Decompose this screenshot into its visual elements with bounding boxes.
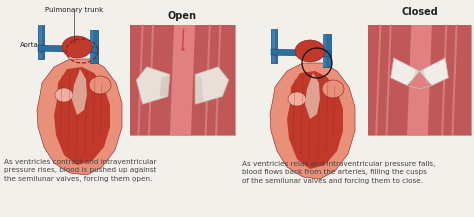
Ellipse shape — [322, 80, 344, 98]
Polygon shape — [419, 58, 448, 85]
Polygon shape — [195, 67, 228, 104]
Polygon shape — [407, 69, 419, 85]
Polygon shape — [54, 67, 110, 165]
Polygon shape — [305, 73, 320, 119]
Polygon shape — [37, 59, 122, 175]
Text: As ventricles relax and intraventricular pressure falls,
blood flows back from t: As ventricles relax and intraventricular… — [242, 161, 436, 184]
Polygon shape — [130, 25, 174, 135]
Polygon shape — [90, 30, 98, 63]
Polygon shape — [323, 34, 331, 67]
Polygon shape — [368, 25, 471, 135]
Polygon shape — [72, 69, 87, 115]
Polygon shape — [407, 25, 432, 135]
Text: Pulmonary trunk: Pulmonary trunk — [45, 7, 103, 13]
Text: Open: Open — [168, 11, 197, 21]
Polygon shape — [272, 29, 275, 63]
Polygon shape — [287, 71, 343, 169]
Polygon shape — [419, 69, 432, 85]
Polygon shape — [428, 25, 471, 135]
Polygon shape — [90, 30, 93, 63]
Circle shape — [182, 48, 184, 51]
Polygon shape — [191, 25, 235, 135]
Polygon shape — [170, 25, 195, 135]
Polygon shape — [195, 74, 203, 104]
Ellipse shape — [288, 92, 306, 106]
Polygon shape — [270, 63, 355, 179]
Ellipse shape — [62, 36, 92, 58]
Polygon shape — [271, 29, 277, 63]
Polygon shape — [39, 25, 42, 59]
Ellipse shape — [55, 88, 73, 102]
Polygon shape — [159, 74, 170, 97]
Polygon shape — [391, 58, 419, 85]
Polygon shape — [130, 25, 235, 135]
Ellipse shape — [89, 76, 111, 94]
Polygon shape — [38, 25, 44, 59]
Text: Closed: Closed — [401, 7, 438, 17]
Polygon shape — [38, 45, 98, 53]
Polygon shape — [368, 25, 411, 135]
Text: Aorta: Aorta — [20, 42, 42, 53]
Polygon shape — [323, 34, 326, 67]
Text: As ventricles contract and intraventricular
pressure rises, blood is pushed up a: As ventricles contract and intraventricu… — [4, 159, 156, 181]
Ellipse shape — [295, 40, 325, 62]
Polygon shape — [137, 67, 170, 104]
Polygon shape — [271, 49, 331, 57]
